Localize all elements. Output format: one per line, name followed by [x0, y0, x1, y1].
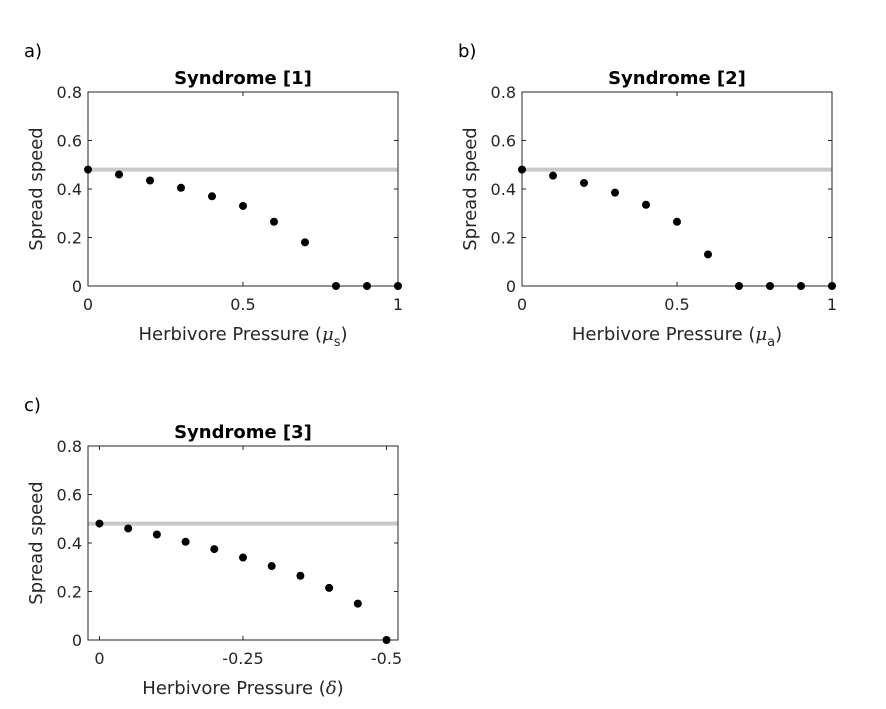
data-point [95, 519, 104, 528]
x-axis-label-close: ) [775, 324, 782, 345]
data-point [181, 537, 190, 546]
data-point [325, 583, 334, 592]
data-point [363, 282, 371, 290]
x-tick-label: 0 [94, 649, 104, 668]
chart-panel-2: b) Syndrome [2] 0 0.2 0.4 0.6 0.8 0 0.5 1 Spread s… [458, 41, 837, 350]
data-point [267, 562, 276, 571]
axes-box [87, 445, 399, 641]
y-tick-label: 0 [72, 631, 82, 650]
data-point [115, 170, 123, 179]
data-point [673, 217, 681, 226]
panel-letter: c) [24, 395, 41, 416]
x-axis-label: Herbivore Pressure (μs) [138, 324, 347, 350]
y-tick-label: 0.4 [491, 180, 516, 199]
chart-panel-1: a) Syndrome [1] 0 0.2 0.4 0.6 0.8 0 0.5 1 Spread s… [24, 41, 403, 350]
x-tick-label: 1 [393, 295, 403, 314]
data-point [518, 165, 526, 174]
y-tick-label: 0.6 [491, 132, 516, 151]
x-tick-label: -0.25 [222, 649, 263, 668]
data-point [642, 200, 650, 209]
chart-panel-3: c) Syndrome [3] 0 0.2 0.4 0.6 0.8 0 -0.25 -0.5 Spr… [24, 395, 402, 699]
data-point [301, 238, 309, 247]
x-axis-label-close: ) [340, 324, 347, 345]
x-axis-label-symbol: δ [326, 678, 337, 699]
x-axis-label-text: Herbivore Pressure ( [572, 324, 756, 345]
data-point [239, 553, 247, 562]
y-tick-label: 0 [72, 277, 82, 296]
y-axis-label: Spread speed [26, 481, 47, 605]
chart-title: Syndrome [1] [174, 68, 312, 89]
data-point [210, 545, 219, 554]
x-tick-label: 0 [83, 295, 93, 314]
data-point [704, 250, 712, 259]
x-axis-label: Herbivore Pressure (δ) [142, 678, 343, 699]
x-tick-label: -0.5 [371, 649, 402, 668]
x-axis-label-symbol: μ [755, 324, 767, 345]
x-tick-label: 0 [517, 295, 527, 314]
y-tick-label: 0.8 [57, 83, 82, 102]
panel-letter: b) [458, 41, 476, 62]
y-tick-label: 0.4 [57, 534, 82, 553]
x-axis-label-symbol: μ [322, 324, 334, 345]
chart-title: Syndrome [3] [174, 422, 312, 443]
y-tick-label: 0.8 [57, 437, 82, 456]
data-point [353, 599, 362, 608]
x-axis-label-text: Herbivore Pressure ( [142, 678, 326, 699]
y-tick-label: 0.2 [491, 229, 516, 248]
data-point [549, 171, 557, 180]
axes-box [87, 91, 399, 287]
data-point [270, 217, 278, 226]
data-point [239, 201, 247, 210]
x-axis-label-subscript: a [767, 335, 775, 350]
x-tick-label: 0.5 [230, 295, 255, 314]
data-point [797, 282, 805, 290]
y-axis-label: Spread speed [26, 127, 47, 251]
y-tick-label: 0.4 [57, 180, 82, 199]
axes-box [521, 91, 833, 287]
data-point [382, 636, 391, 644]
y-axis-label: Spread speed [460, 127, 481, 251]
y-tick-label: 0.8 [491, 83, 516, 102]
data-point [580, 178, 588, 187]
data-point [394, 282, 402, 290]
x-axis-label: Herbivore Pressure (μa) [572, 324, 782, 350]
data-point [766, 282, 774, 290]
x-axis-label-subscript: s [334, 335, 341, 350]
data-point [332, 282, 340, 290]
x-axis-label-close: ) [337, 678, 344, 699]
data-point [828, 282, 836, 290]
data-point [177, 183, 185, 192]
y-tick-label: 0 [506, 277, 516, 296]
y-tick-label: 0.6 [57, 132, 82, 151]
x-axis-label-text: Herbivore Pressure ( [138, 324, 322, 345]
data-point [152, 530, 161, 539]
data-point [296, 571, 305, 580]
y-tick-label: 0.2 [57, 229, 82, 248]
data-point [146, 176, 154, 185]
data-point [84, 165, 92, 174]
data-point [124, 524, 133, 533]
panel-letter: a) [24, 41, 42, 62]
y-tick-label: 0.2 [57, 583, 82, 602]
chart-title: Syndrome [2] [608, 68, 746, 89]
data-point [735, 282, 743, 290]
x-tick-label: 0.5 [664, 295, 689, 314]
x-tick-label: 1 [827, 295, 837, 314]
data-point [611, 188, 619, 197]
data-point [208, 192, 216, 201]
y-tick-label: 0.6 [57, 486, 82, 505]
